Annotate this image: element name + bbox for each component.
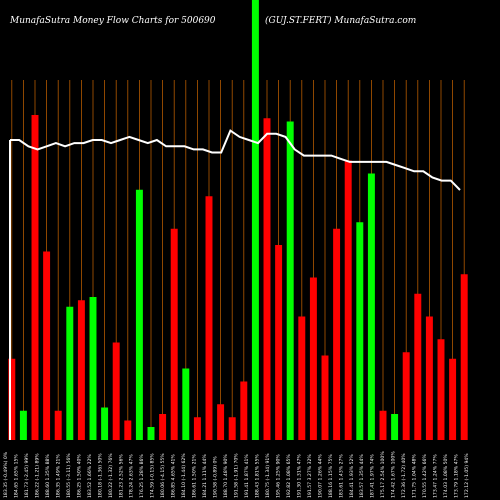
- bar-layer: [8, 0, 468, 440]
- outflow-bar: [54, 410, 62, 440]
- outflow-bar: [333, 228, 341, 440]
- inflow-bar: [101, 407, 109, 440]
- outflow-bar: [205, 196, 213, 440]
- inflow-bar: [19, 410, 27, 440]
- x-tick-label: 188.16 1.15% 75%: [328, 454, 334, 498]
- outflow-bar: [228, 417, 236, 440]
- x-tick-label: 183.57 1.35% 44%: [359, 454, 365, 498]
- outflow-bar: [309, 277, 317, 440]
- x-tick-label: 175.17 2.54% 100%: [380, 451, 386, 498]
- x-tick-label: 184.65 1.65% 15%: [14, 454, 20, 498]
- chart-title-left: MunafaSutra Money Flow Charts for 500690: [10, 16, 216, 26]
- outflow-bar: [425, 316, 433, 440]
- outflow-bar: [43, 251, 51, 440]
- x-tick-label: 186.22 (-1.21) 89%: [34, 453, 40, 498]
- x-tick-label: 184.10 (-1.44) 62%: [181, 453, 187, 498]
- x-tick-label: 190.07 1.26% 44%: [317, 454, 323, 498]
- outflow-bar: [124, 420, 132, 440]
- outflow-bar: [263, 118, 271, 440]
- x-tick-label: 188.70 1.48% 90%: [223, 454, 229, 498]
- inflow-bar: [286, 121, 294, 440]
- outflow-bar: [437, 339, 445, 440]
- x-tick-label: 183.61 1.43% 27%: [338, 454, 344, 498]
- inflow-bar: [391, 414, 399, 440]
- label-layer: 183.35 (-0.49%) 0% 184.65 1.65% 15% 181.73…: [3, 451, 470, 498]
- inflow-bar: [135, 189, 143, 440]
- x-tick-label: 173.47 1.24% 77%: [433, 454, 439, 498]
- inflow-bar: [251, 0, 259, 440]
- x-tick-label: 180.22 (-1.32) 76%: [108, 453, 114, 498]
- x-tick-label: 174.03 1.08% 50%: [443, 454, 449, 498]
- x-tick-label: 176.25 1.28% 86%: [139, 454, 145, 498]
- inflow-bar: [367, 173, 375, 440]
- x-tick-label: 174.42 1.67% 100%: [391, 451, 397, 498]
- x-tick-label: 170.55 1.42% 66%: [422, 454, 428, 498]
- x-tick-label: 172.12 (-1.05) 94%: [464, 453, 470, 498]
- x-tick-label: 178.24 2.63% 47%: [129, 454, 135, 498]
- x-tick-label: 195.46 1.25% 90%: [275, 454, 281, 498]
- outflow-bar: [414, 293, 422, 440]
- x-tick-label: 190.58 (-0.89) 0%: [213, 456, 219, 498]
- x-tick-label: 184.21 1.11% 44%: [202, 454, 208, 498]
- x-tick-label: 187.41 1.97% 74%: [370, 454, 376, 498]
- x-tick-label: 191.57 3.27% 32%: [307, 454, 313, 498]
- outflow-bar: [298, 316, 306, 440]
- x-tick-label: 191.30 1.31% 47%: [296, 454, 302, 498]
- outflow-bar: [460, 274, 468, 440]
- outflow-bar: [321, 355, 329, 440]
- x-tick-label: 188.43 1.81% 55%: [255, 454, 261, 498]
- x-tick-label: 186.25 1.50% 40%: [76, 454, 82, 498]
- x-tick-label: 191.58 (-1.91) 70%: [234, 453, 240, 498]
- outflow-bar: [77, 300, 85, 440]
- outflow-bar: [240, 381, 248, 440]
- x-tick-label: 184.41 1.93% 52%: [349, 454, 355, 498]
- line-layer: [9, 129, 461, 440]
- outflow-bar: [344, 160, 352, 440]
- x-tick-label: 172.36 (-1.72) 40%: [401, 453, 407, 498]
- x-tick-label: 188.60 1.35% 88%: [45, 454, 51, 498]
- x-tick-label: 180.06 (-4.15) 55%: [160, 453, 166, 498]
- inflow-bar: [66, 306, 74, 440]
- outflow-bar: [170, 228, 178, 440]
- x-tick-label: 171.75 1.04% 48%: [412, 454, 418, 498]
- outflow-bar: [193, 417, 201, 440]
- x-tick-label: 180.18 (-1.36) 50%: [97, 453, 103, 498]
- outflow-bar: [217, 404, 225, 440]
- x-tick-label: 180.75 (-1.34) 91%: [265, 453, 271, 498]
- x-tick-label: 183.52 1.66% 22%: [87, 454, 93, 498]
- x-tick-label: 191.41 1.87% 41%: [244, 454, 250, 498]
- inflow-bar: [356, 222, 364, 440]
- outflow-bar: [379, 410, 387, 440]
- outflow-bar: [402, 352, 410, 440]
- inflow-bar: [147, 427, 155, 440]
- x-tick-label: 192.82 1.08% 65%: [286, 454, 292, 498]
- outflow-bar: [449, 358, 457, 440]
- money-flow-line: [10, 129, 461, 191]
- x-tick-label: 173.79 1.18% 47%: [454, 454, 460, 498]
- x-tick-label: 183.35 (-0.49%) 0%: [3, 451, 9, 498]
- inflow-bar: [182, 368, 190, 440]
- x-tick-label: 180.55 (-3.11) 56%: [66, 453, 72, 498]
- x-tick-label: 174.59 (-0.15) 85%: [150, 453, 156, 498]
- outflow-bar: [159, 414, 167, 440]
- outflow-bar: [112, 342, 120, 440]
- inflow-bar: [89, 297, 97, 440]
- x-tick-label: 186.61 1.50% 21%: [192, 454, 198, 498]
- x-tick-label: 181.73 (-2.45) 99%: [24, 453, 30, 498]
- x-tick-label: 186.85 4.65% 41%: [171, 454, 177, 498]
- x-tick-label: 186.35 1.49% 21%: [55, 454, 61, 498]
- outflow-bar: [275, 245, 283, 440]
- chart-title-right: (GUJ.ST.FERT) MunafaSutra.com: [265, 16, 417, 26]
- outflow-bar: [8, 358, 16, 440]
- outflow-bar: [31, 115, 39, 440]
- x-tick-label: 181.23 2.52% 56%: [118, 454, 124, 498]
